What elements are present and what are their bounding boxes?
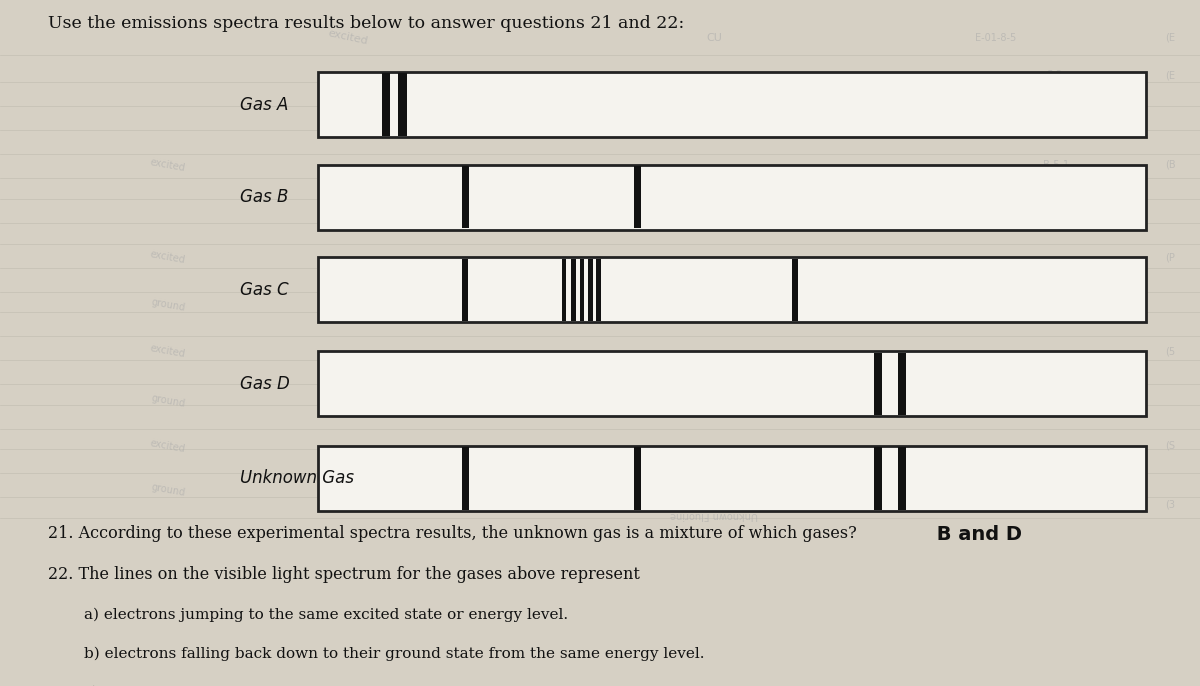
Text: Beryllium: Beryllium [691, 276, 737, 286]
Text: Use the emissions spectra results below to answer questions 21 and 22:: Use the emissions spectra results below … [48, 15, 684, 32]
Text: ground: ground [150, 482, 186, 499]
Text: 18-1: 18-1 [1040, 379, 1062, 389]
Bar [562, 259, 566, 321]
Text: 18-1: 18-1 [1040, 470, 1062, 480]
Bar [634, 166, 641, 228]
Bar [398, 73, 407, 136]
Text: excited: excited [150, 438, 186, 454]
Bar [318, 446, 1146, 511]
Bar [898, 447, 906, 510]
Text: excited: excited [150, 156, 186, 173]
Text: Unknown Fluorine: Unknown Fluorine [670, 510, 758, 519]
Bar [318, 257, 1146, 322]
Text: excited: excited [328, 29, 368, 47]
Text: (B: (B [1165, 160, 1175, 169]
Bar [634, 447, 641, 510]
Bar [318, 351, 1146, 416]
Bar [462, 166, 469, 228]
Text: 18-33: 18-33 [970, 470, 998, 480]
Text: ground: ground [150, 393, 186, 410]
Text: 21. According to these experimental spectra results, the unknown gas is a mixtur: 21. According to these experimental spec… [48, 525, 857, 542]
Text: (P: (P [1165, 252, 1175, 262]
Text: Unknown Gas: Unknown Gas [240, 469, 354, 488]
Bar [571, 259, 576, 321]
Text: ground: ground [150, 297, 186, 314]
Bar [874, 447, 882, 510]
Text: 22. The lines on the visible light spectrum for the gases above represent: 22. The lines on the visible light spect… [48, 566, 640, 583]
Text: CU: CU [706, 33, 722, 43]
Text: b) electrons falling back down to their ground state from the same energy level.: b) electrons falling back down to their … [84, 646, 704, 661]
Text: B-5-1: B-5-1 [1043, 160, 1069, 169]
Text: D: D [709, 187, 719, 197]
Bar [898, 353, 906, 415]
Bar [462, 447, 469, 510]
Text: Gas D: Gas D [240, 375, 289, 393]
Bar [596, 259, 601, 321]
Text: a) electrons jumping to the same excited state or energy level.: a) electrons jumping to the same excited… [84, 607, 568, 622]
Text: Silver: Silver [701, 297, 727, 307]
Text: (S: (S [1165, 441, 1175, 451]
Bar [462, 259, 468, 321]
Text: Gas A: Gas A [240, 95, 288, 114]
Bar [580, 259, 584, 321]
Bar [588, 259, 593, 321]
Text: Mercury: Mercury [694, 465, 734, 475]
Text: hv: hv [707, 372, 721, 382]
Text: (E: (E [1165, 71, 1175, 80]
Text: 18-33: 18-33 [970, 379, 998, 389]
Text: S-8-: S-8- [1046, 71, 1066, 80]
Text: excited: excited [150, 343, 186, 359]
Text: excited: excited [150, 249, 186, 265]
Text: (3: (3 [1165, 499, 1175, 509]
Text: Gas C: Gas C [240, 281, 289, 299]
Text: (5: (5 [1165, 346, 1175, 356]
Bar [792, 259, 798, 321]
Bar [874, 353, 882, 415]
Text: (E: (E [1165, 33, 1175, 43]
Text: Magnesium: Magnesium [685, 95, 743, 104]
Text: E-01-8-5: E-01-8-5 [976, 33, 1016, 43]
Bar [382, 73, 390, 136]
Text: Gas B: Gas B [240, 188, 288, 206]
Text: B and D: B and D [930, 525, 1022, 544]
Bar [318, 165, 1146, 230]
Bar [318, 72, 1146, 137]
Text: c) electrons jumping to multiple excited states or energy levels.: c) electrons jumping to multiple excited… [84, 685, 577, 686]
